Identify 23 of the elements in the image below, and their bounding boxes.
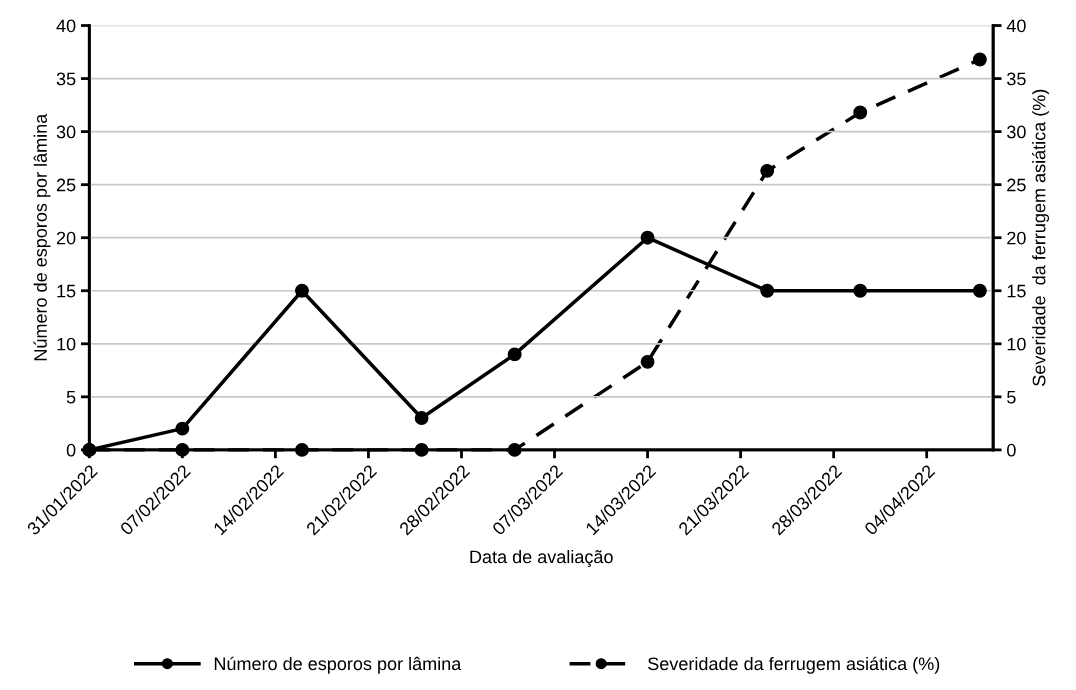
y2-axis-title: Severidade da ferrugem asiática (%): [1031, 89, 1050, 386]
y-tick-label: 0: [66, 443, 76, 457]
y-tick-label: 20: [56, 231, 76, 245]
y-axis-title: Número de esporos por lâmina: [33, 113, 51, 361]
legend-label: Número de esporos por lâmina: [214, 656, 462, 674]
x-axis-title: Data de avaliação: [470, 549, 613, 567]
y-tick-label: 40: [56, 19, 76, 33]
y-tick-label: 10: [57, 337, 76, 351]
y-tick-label: 30: [56, 125, 76, 139]
y2-tick-label: 35: [1007, 72, 1026, 86]
y2-tick-label: 30: [1007, 125, 1026, 139]
y2-tick-label: 5: [1007, 390, 1016, 404]
y2-tick-label: 40: [1006, 19, 1026, 33]
y2-tick-label: 15: [1007, 284, 1026, 298]
y-tick-label: 35: [56, 72, 76, 86]
y-tick-label: 15: [57, 284, 76, 298]
y2-tick-label: 10: [1007, 337, 1026, 351]
y2-tick-label: 25: [1007, 178, 1026, 192]
y-tick-label: 5: [66, 390, 76, 404]
y2-tick-label: 0: [1007, 443, 1016, 457]
y-tick-label: 25: [56, 178, 76, 192]
legend-label: Severidade da ferrugem asiática (%): [648, 656, 940, 674]
y2-tick-label: 20: [1007, 231, 1026, 245]
